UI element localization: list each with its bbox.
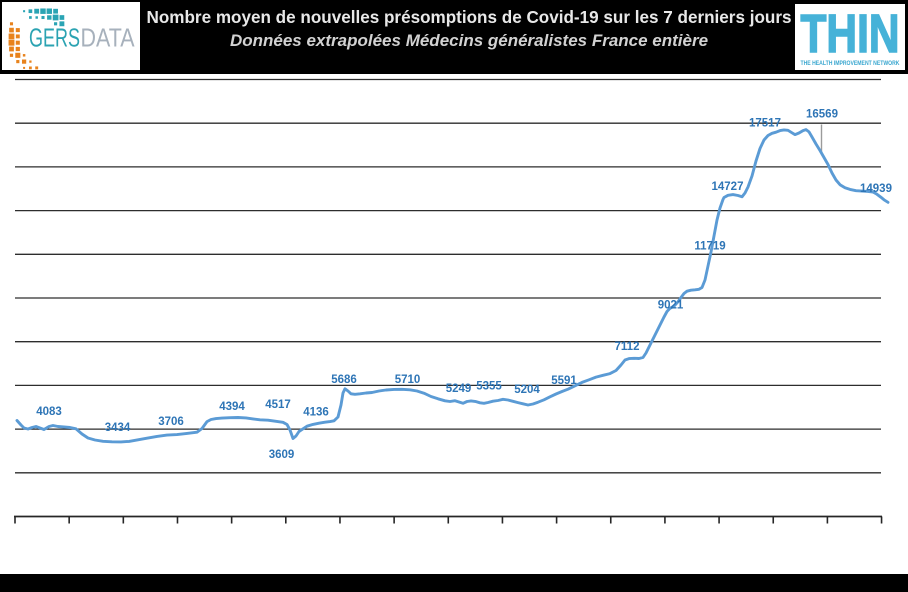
svg-text:4083: 4083	[36, 406, 62, 418]
svg-text:4394: 4394	[219, 401, 245, 413]
svg-text:GERS: GERS	[29, 25, 80, 53]
svg-text:17517: 17517	[749, 117, 781, 129]
svg-text:3609: 3609	[269, 449, 295, 461]
svg-text:11719: 11719	[694, 241, 725, 253]
svg-text:DATA: DATA	[81, 25, 135, 53]
svg-text:3706: 3706	[158, 416, 184, 428]
svg-text:7112: 7112	[615, 341, 640, 353]
svg-text:5686: 5686	[331, 374, 357, 386]
svg-text:3434: 3434	[105, 422, 131, 434]
svg-text:5591: 5591	[551, 375, 577, 387]
svg-text:5249: 5249	[446, 383, 472, 395]
svg-text:THE HEALTH IMPROVEMENT NETWORK: THE HEALTH IMPROVEMENT NETWORK	[801, 60, 900, 67]
svg-text:9021: 9021	[658, 300, 684, 312]
svg-text:5204: 5204	[514, 384, 540, 396]
svg-text:16569: 16569	[806, 108, 838, 120]
svg-text:4136: 4136	[303, 407, 329, 419]
svg-text:THIN: THIN	[801, 4, 900, 64]
svg-text:14727: 14727	[712, 181, 744, 193]
svg-text:5355: 5355	[476, 380, 502, 392]
svg-text:14939: 14939	[860, 183, 892, 195]
svg-text:4517: 4517	[265, 399, 291, 411]
svg-text:5710: 5710	[395, 374, 421, 386]
